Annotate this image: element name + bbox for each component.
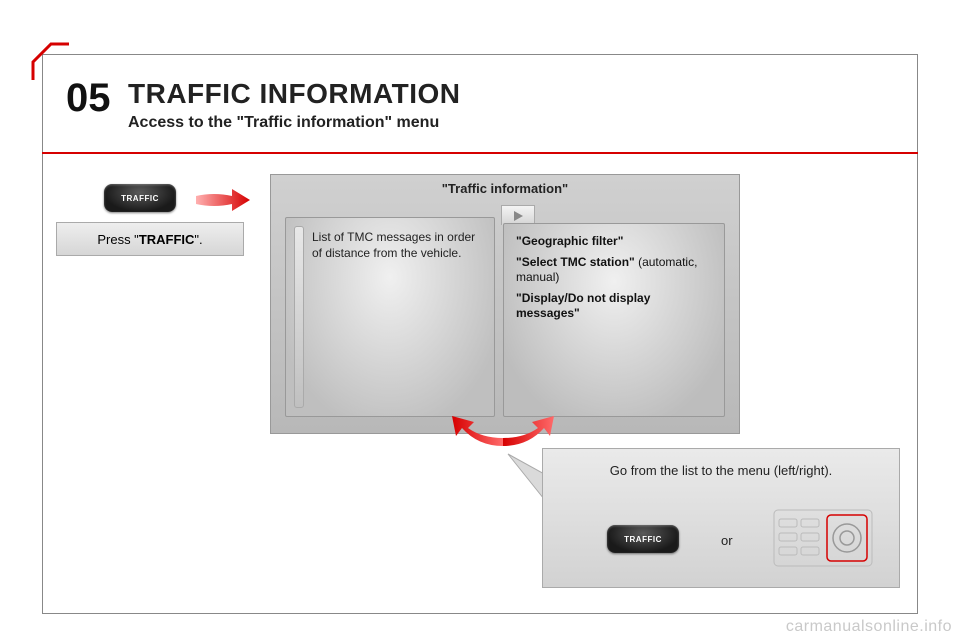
opt-geographic-filter: "Geographic filter" bbox=[516, 234, 712, 249]
traffic-button-icon-2: TRAFFIC bbox=[607, 525, 679, 553]
press-text-bold: TRAFFIC bbox=[139, 232, 195, 247]
opt-select-tmc: "Select TMC station" (automatic, manual) bbox=[516, 255, 712, 285]
callout-box: Go from the list to the menu (left/right… bbox=[542, 448, 900, 588]
opt-display-messages: "Display/Do not display messages" bbox=[516, 291, 712, 321]
press-text-prefix: Press " bbox=[97, 232, 138, 247]
rotary-dial-icon bbox=[773, 509, 873, 567]
screen-title: "Traffic information" bbox=[271, 175, 739, 203]
or-label: or bbox=[721, 533, 733, 548]
press-instruction: Press "TRAFFIC". bbox=[56, 222, 244, 256]
arrow-right-icon bbox=[194, 186, 254, 214]
screen-left-text: List of TMC messages in order of distanc… bbox=[312, 230, 484, 261]
infotainment-screen: "Traffic information" List of TMC messag… bbox=[270, 174, 740, 434]
traffic-button-icon: TRAFFIC bbox=[104, 184, 176, 212]
callout-text: Go from the list to the menu (left/right… bbox=[543, 463, 899, 478]
page-title: TRAFFIC INFORMATION bbox=[128, 78, 460, 110]
page-subtitle: Access to the "Traffic information" menu bbox=[128, 114, 439, 132]
play-icon bbox=[512, 210, 524, 222]
screen-right-panel: "Geographic filter" "Select TMC station"… bbox=[503, 223, 725, 417]
press-text-suffix: ". bbox=[194, 232, 202, 247]
scrollbar-icon bbox=[294, 226, 304, 408]
screen-tab-arrow bbox=[501, 205, 535, 225]
corner-notch-icon bbox=[31, 42, 71, 82]
screen-left-panel: List of TMC messages in order of distanc… bbox=[285, 217, 495, 417]
opt-select-tmc-bold: "Select TMC station" bbox=[516, 255, 635, 269]
section-number: 05 bbox=[66, 76, 111, 121]
watermark: carmanualsonline.info bbox=[786, 618, 952, 636]
